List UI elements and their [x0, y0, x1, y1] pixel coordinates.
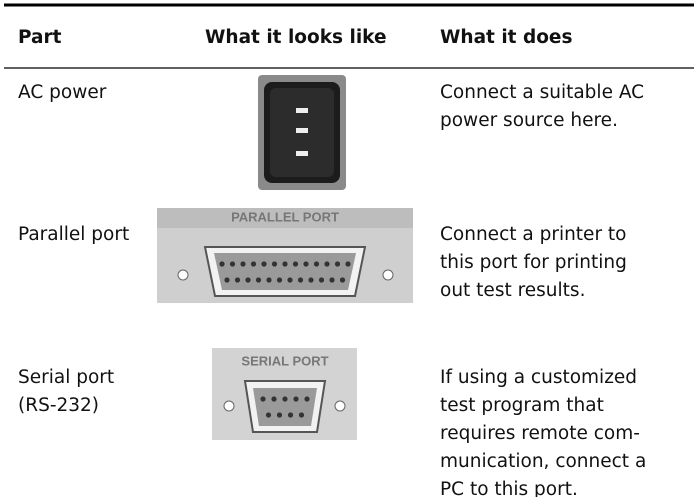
pin [229, 261, 236, 267]
description-line: Connect a suitable AC [440, 82, 644, 103]
pin [276, 277, 283, 283]
description-line: requires remote com- [440, 423, 640, 444]
pin [276, 412, 283, 418]
pin [287, 277, 293, 283]
pin [304, 396, 310, 402]
column-header: What it does [440, 27, 572, 48]
pin [339, 277, 346, 283]
parallel-port-image [157, 208, 413, 303]
pin [234, 277, 241, 283]
pin [324, 261, 330, 267]
pin [308, 277, 314, 283]
pin [245, 277, 251, 283]
pin [282, 261, 288, 267]
description-line: test program that [440, 395, 604, 416]
pin [298, 412, 305, 418]
part-name: Parallel port [18, 224, 129, 245]
ac-socket-image [258, 75, 346, 190]
description-line: power source here. [440, 110, 618, 131]
description-line: If using a customized [440, 367, 637, 388]
column-header: What it looks like [205, 27, 387, 48]
image-label: SERIAL PORT [241, 353, 328, 368]
part-name: AC power [18, 82, 107, 103]
pin [293, 396, 299, 402]
pin [261, 261, 267, 267]
pin [224, 277, 230, 283]
serial-port-image [212, 348, 357, 440]
pin [303, 261, 309, 267]
pin [265, 412, 272, 418]
pin [292, 261, 299, 267]
pin [287, 412, 294, 418]
pin [282, 396, 288, 402]
part-name: Serial port [18, 367, 114, 388]
pin [255, 277, 262, 283]
part-name: (RS-232) [18, 395, 99, 416]
description-line: PC to this port. [440, 479, 578, 497]
pin [219, 261, 225, 267]
pin [334, 261, 341, 267]
pin [266, 277, 272, 283]
description-line: Connect a printer to [440, 224, 627, 245]
description-line: munication, connect a [440, 451, 646, 472]
pin [297, 277, 304, 283]
pin [240, 261, 246, 267]
column-header: Part [18, 27, 62, 48]
pin [271, 261, 278, 267]
description-line: out test results. [440, 280, 585, 301]
pin [345, 261, 351, 267]
pin [313, 261, 320, 267]
image-label: PARALLEL PORT [231, 209, 339, 224]
pin [271, 396, 277, 402]
description-line: this port for printing [440, 252, 627, 273]
pin [329, 277, 335, 283]
pin [260, 396, 266, 402]
pin [250, 261, 257, 267]
pin [318, 277, 325, 283]
